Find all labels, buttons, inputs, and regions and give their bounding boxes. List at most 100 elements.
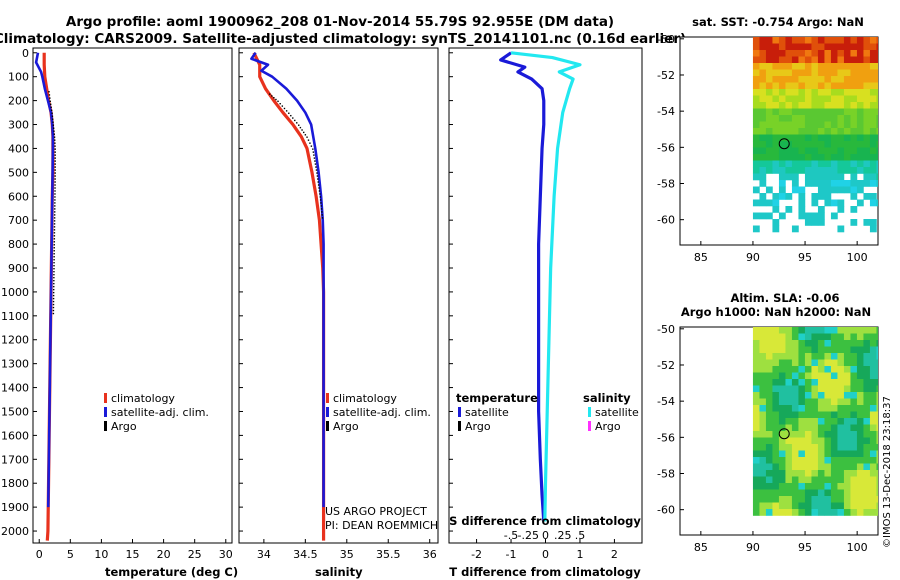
temp-satellite-legend-swatch [458,407,461,417]
map-cell [824,489,832,497]
map-cell [791,353,799,360]
map-cell [804,392,812,399]
map-cell [876,476,878,484]
map-cell [759,470,767,477]
map-cell [856,141,864,148]
map-cell [830,489,838,497]
map-cell [817,206,825,213]
depth-tick-label: 1000 [1,286,29,299]
temp-satellite-legend-label: satellite [465,406,509,419]
map-cell [785,372,793,380]
lon-tick-label: 95 [798,251,812,264]
map-cell [772,431,780,438]
map-cell [785,63,793,70]
map-cell [837,405,845,412]
map-cell [876,95,878,103]
map-cell [824,115,832,122]
map-cell [791,509,799,516]
map-cell [791,128,799,135]
map-cell [804,333,812,341]
map-cell [856,180,864,187]
map-cell [863,424,871,432]
map-cell [869,476,877,484]
map-cell [817,121,825,129]
map-cell [785,37,793,44]
sla-map-title: Altim. SLA: -0.06 [730,291,839,305]
map-cell [856,418,864,425]
map-cell [837,457,845,464]
argo-dot [52,127,55,129]
map-cell [856,470,864,477]
map-cell [791,502,799,510]
argo-dot [54,187,56,189]
argo-dot [48,94,51,96]
argo-dot [53,220,56,222]
temperature-satellite-line [499,51,546,522]
map-cell [850,147,858,155]
map-cell [817,496,825,503]
map-cell [830,379,838,386]
map-cell [876,502,878,510]
map-cell [869,180,877,187]
map-cell [837,186,845,194]
map-cell [837,366,845,373]
map-cell [791,37,799,44]
argo-dot [53,217,56,219]
argo-dot [53,273,55,276]
map-cell [804,483,812,490]
map-cell [824,134,832,142]
map-cell [785,418,793,425]
map-cell [759,115,767,122]
diff-xlabel-top: S difference from climatology [449,514,641,528]
map-cell [765,154,773,161]
map-cell [811,199,819,207]
map-cell [798,82,806,90]
map-cell [765,108,773,116]
map-cell [778,418,786,425]
lon-tick-label: 95 [798,541,812,554]
map-cell [752,340,760,347]
map-cell [752,95,760,103]
map-cell [843,147,851,155]
argo-dot [314,160,316,162]
map-cell [811,424,819,432]
map-cell [843,346,851,354]
map-cell [791,463,799,471]
map-cell [843,121,851,129]
map-cell [856,56,864,64]
argo-dot [53,223,56,225]
map-cell [778,63,786,70]
map-cell [863,141,871,148]
map-cell [869,167,877,174]
map-cell [817,476,825,484]
map-cell [876,424,878,432]
map-cell [791,444,799,451]
map-cell [856,128,864,135]
map-cell [824,37,832,44]
map-cell [843,372,851,380]
map-cell [850,63,858,70]
map-cell [785,359,793,367]
map-cell [876,108,878,116]
map-cell [804,76,812,83]
argo-dot [54,184,56,186]
map-cell [869,405,877,412]
map-cell [811,457,819,464]
map-cell [778,457,786,464]
map-cell [837,483,845,490]
map-cell [785,379,793,386]
map-cell [772,437,780,445]
map-cell [798,102,806,109]
map-cell [817,108,825,116]
map-cell [778,496,786,503]
map-cell [817,89,825,96]
argo-dot [53,241,56,243]
map-cell [759,37,767,44]
map-cell [856,457,864,464]
map-cell [837,411,845,419]
map-cell [817,50,825,57]
map-cell [804,359,812,367]
map-cell [785,496,793,503]
map-cell [850,346,858,354]
map-cell [804,405,812,412]
